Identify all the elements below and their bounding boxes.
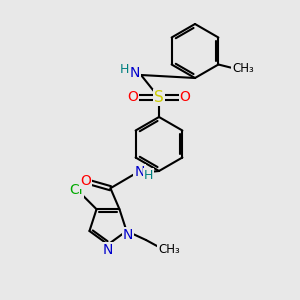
Text: S: S bbox=[154, 90, 164, 105]
Text: O: O bbox=[180, 91, 190, 104]
Text: CH₃: CH₃ bbox=[232, 62, 254, 76]
Text: O: O bbox=[80, 174, 91, 188]
Text: Cl: Cl bbox=[70, 183, 83, 197]
Text: N: N bbox=[123, 228, 133, 242]
Text: N: N bbox=[129, 67, 140, 80]
Text: H: H bbox=[144, 169, 153, 182]
Text: O: O bbox=[128, 91, 138, 104]
Text: CH₃: CH₃ bbox=[158, 242, 180, 256]
Text: H: H bbox=[120, 63, 129, 76]
Text: N: N bbox=[103, 243, 113, 257]
Text: N: N bbox=[134, 165, 145, 179]
